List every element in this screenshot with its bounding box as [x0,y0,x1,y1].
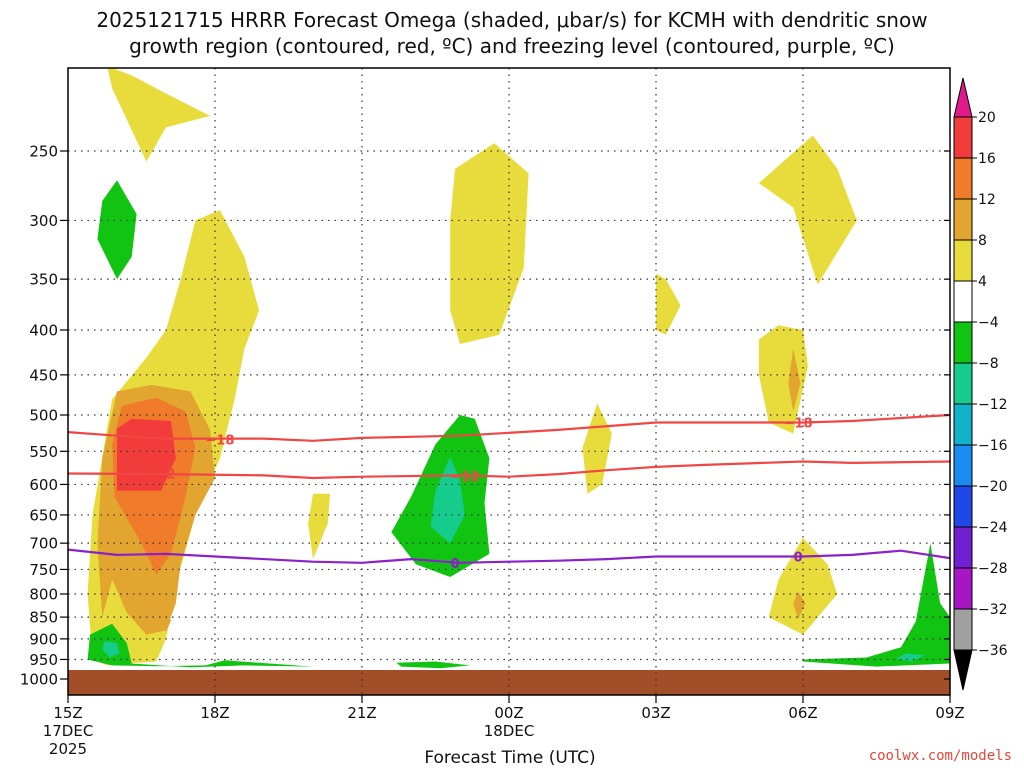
y-tick-label-250: 250 [29,142,58,160]
chart-title-line2: growth region (contoured, red, ºC) and f… [129,34,895,58]
omega-region-13 [793,591,806,620]
x-tick-label-3: 18Z [200,704,229,722]
colorbar-segment-0 [953,116,973,159]
colorbar-label-4: 4 [978,274,987,290]
colorbar-segment-9 [953,485,973,528]
x-tick-year-0: 2025 [49,740,87,758]
colorbar-label-1: 16 [978,151,996,167]
y-tick-label-750: 750 [29,561,58,579]
x-tick-label-6: 21Z [347,704,376,722]
omega-region-22 [896,653,926,662]
colorbar-label-11: −28 [978,561,1008,577]
omega-region-15 [97,180,137,280]
y-tick-label-700: 700 [29,535,58,553]
y-tick-label-850: 850 [29,609,58,627]
omega-region-19 [102,641,120,658]
contour-dendritic-top [68,413,950,442]
colorbar-bottom-arrow [953,649,973,691]
colorbar-segment-5 [953,321,973,364]
colorbar-label-5: −4 [978,315,999,331]
colorbar-label-9: −20 [978,479,1008,495]
colorbar-top-arrow [953,77,973,118]
colorbar-segment-2 [953,198,973,241]
omega-region-17 [430,456,465,544]
contour-label-0: −18 [205,433,234,448]
colorbar-segment-8 [953,444,973,487]
colorbar-label-8: −16 [978,438,1008,454]
contour-label-1: −12 [450,470,479,485]
colorbar-label-12: −32 [978,602,1008,618]
y-tick-label-400: 400 [29,322,58,340]
contour-label-5: 0 [794,551,803,566]
y-tick-label-350: 350 [29,271,58,289]
colorbar-label-6: −8 [978,356,999,372]
y-tick-label-950: 950 [29,651,58,669]
omega-region-9 [758,325,808,434]
omega-region-5 [308,493,331,560]
colorbar-label-2: 12 [978,192,996,208]
x-tick-label-0: 15Z [53,704,82,722]
x-tick-sublabel-9: 18DEC [484,722,535,740]
omega-region-10 [788,348,801,412]
omega-region-14 [161,608,171,633]
y-tick-label-800: 800 [29,586,58,604]
watermark: coolwx.com/models [869,748,1012,764]
colorbar-segment-4 [953,280,973,323]
y-tick-label-1000: 1000 [20,671,58,689]
omega-region-8 [656,273,681,335]
y-tick-label-600: 600 [29,476,58,494]
colorbar-segment-12 [953,608,973,651]
y-tick-label-900: 900 [29,630,58,648]
contour-label-2: −18 [784,417,813,432]
y-tick-label-500: 500 [29,406,58,424]
x-tick-label-15: 06Z [788,704,817,722]
colorbar-segment-3 [953,239,973,282]
omega-region-6 [450,143,529,344]
x-axis-label: Forecast Time (UTC) [424,748,595,768]
omega-region-12 [768,537,838,635]
contour-label-3: 2 [166,467,175,482]
colorbar-label-10: −24 [978,520,1008,536]
colorbar-segment-10 [953,526,973,569]
contour-dendritic-bottom [68,460,950,480]
colorbar-label-0: 20 [978,110,996,126]
contour-label-4: 0 [451,557,460,572]
colorbar-label-7: −12 [978,397,1008,413]
y-tick-label-650: 650 [29,506,58,524]
colorbar-segment-11 [953,567,973,610]
y-tick-label-550: 550 [29,443,58,461]
omega-region-20 [396,661,470,669]
colorbar-segment-6 [953,362,973,405]
colorbar-segment-7 [953,403,973,446]
x-tick-label-9: 00Z [494,704,523,722]
omega-region-21 [803,543,950,667]
y-tick-label-300: 300 [29,212,58,230]
contour-freezing-level [68,548,950,564]
colorbar-segment-1 [953,157,973,200]
terrain-band [68,670,950,695]
omega-region-18 [87,623,313,668]
colorbar-label-13: −36 [978,643,1008,659]
x-tick-label-18: 09Z [935,704,964,722]
colorbar-label-3: 8 [978,233,987,249]
omega-region-0 [107,68,211,162]
omega-region-7 [582,403,612,494]
y-tick-label-450: 450 [29,366,58,384]
x-tick-sublabel-0: 17DEC [43,722,94,740]
chart-title-line1: 2025121715 HRRR Forecast Omega (shaded, … [96,8,927,32]
omega-region-11 [758,135,857,285]
x-tick-label-12: 03Z [641,704,670,722]
